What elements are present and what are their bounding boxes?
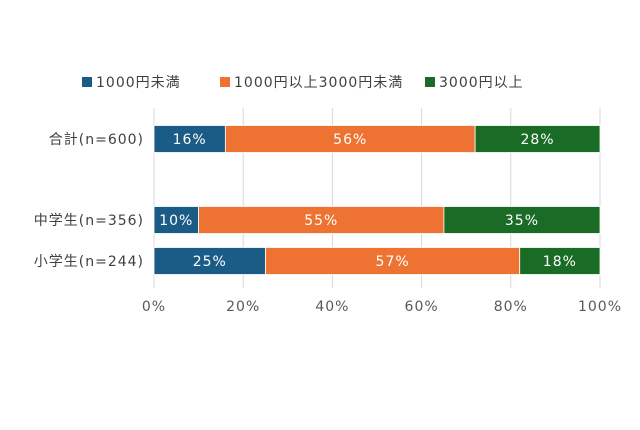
data-label: 55% xyxy=(304,213,338,229)
bar-segment xyxy=(443,206,601,234)
data-label: 56% xyxy=(333,132,367,148)
legend-label: 1000円以上3000円未満 xyxy=(234,75,403,91)
x-tick-label: 40% xyxy=(315,299,349,315)
data-label: 25% xyxy=(193,254,227,270)
x-tick-label: 60% xyxy=(405,299,439,315)
bar-segment xyxy=(519,247,601,275)
x-tick-label: 0% xyxy=(142,299,166,315)
data-label: 16% xyxy=(173,132,207,148)
data-label: 57% xyxy=(376,254,410,270)
bar-segment xyxy=(265,247,521,275)
bar-segment xyxy=(198,206,445,234)
legend-swatch xyxy=(220,77,230,87)
category-label: 中学生(n=356) xyxy=(34,213,144,229)
legend-swatch xyxy=(425,77,435,87)
category-label: 合計(n=600) xyxy=(49,132,144,148)
data-label: 18% xyxy=(543,254,577,270)
legend-label: 3000円以上 xyxy=(439,75,524,91)
x-tick-label: 100% xyxy=(578,299,622,315)
x-tick-label: 20% xyxy=(226,299,260,315)
bar-segment xyxy=(153,247,266,275)
legend-swatch xyxy=(82,77,92,87)
legend-label: 1000円未満 xyxy=(96,75,181,91)
bar-segment xyxy=(153,125,226,153)
bars xyxy=(153,125,601,275)
x-tick-label: 80% xyxy=(494,299,528,315)
category-label: 小学生(n=244) xyxy=(34,254,144,270)
x-tick-labels: 0% 20% 40% 60% 80% 100% xyxy=(142,299,622,315)
bar-segment xyxy=(153,206,199,234)
legend: 1000円未満 1000円以上3000円未満 3000円以上 xyxy=(82,75,524,91)
data-labels: 16% 56% 28% 10% 55% 35% 25% 57% 18% xyxy=(159,132,577,270)
data-label: 28% xyxy=(520,132,554,148)
data-label: 10% xyxy=(159,213,193,229)
category-labels: 合計(n=600) 中学生(n=356) 小学生(n=244) xyxy=(34,132,144,270)
bar-segment xyxy=(474,125,601,153)
data-label: 35% xyxy=(505,213,539,229)
